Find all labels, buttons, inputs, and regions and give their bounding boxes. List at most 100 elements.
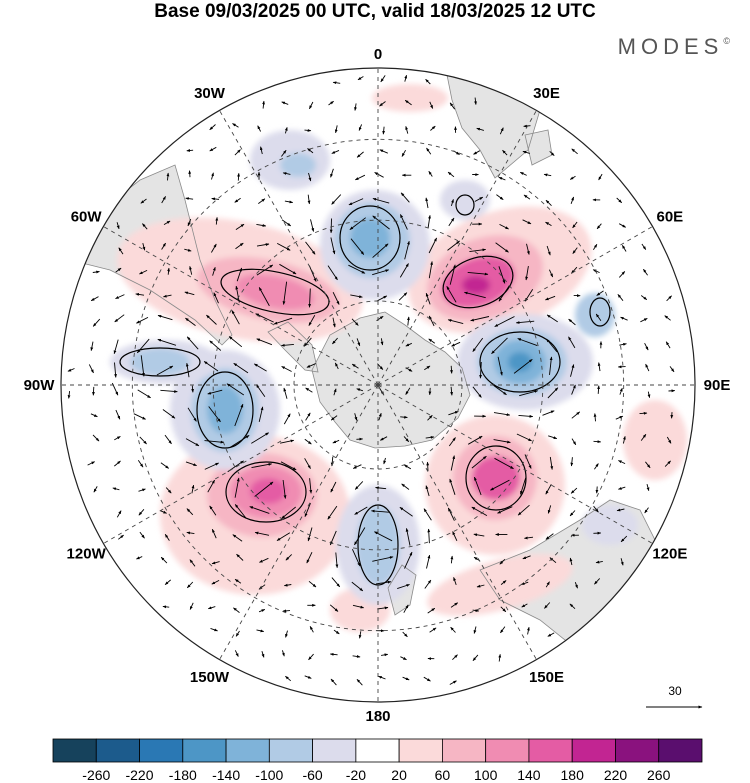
wind-vector <box>207 389 223 395</box>
map-rim <box>60 67 696 703</box>
wind-vector <box>87 461 96 466</box>
wind-vector <box>517 504 530 516</box>
wind-vector <box>136 316 149 324</box>
wind-vector <box>281 150 287 157</box>
wind-vector <box>331 577 341 588</box>
wind-vector <box>644 342 649 351</box>
wind-vector <box>281 650 285 657</box>
wind-vector <box>306 552 313 564</box>
wind-vector <box>115 294 125 300</box>
wind-vector <box>664 460 671 467</box>
wind-vector <box>161 196 166 204</box>
anomaly-field <box>110 84 687 632</box>
wind-vector <box>403 464 412 470</box>
wind-vector <box>428 171 433 177</box>
wind-vector <box>423 676 431 682</box>
longitude-label: 180 <box>365 708 390 725</box>
wind-vector <box>572 247 578 254</box>
anomaly-pos-east-pacific <box>623 400 687 480</box>
meridian-line <box>377 226 653 386</box>
wind-vector <box>476 127 485 131</box>
longitude-label: 30W <box>194 85 226 102</box>
colorbar-tick-label: -260 <box>82 767 110 783</box>
wind-vector <box>544 602 551 609</box>
wind-vector <box>159 510 167 514</box>
wind-vector <box>640 317 648 323</box>
colorbar-swatch <box>441 738 487 763</box>
wind-vector <box>379 436 388 441</box>
wind-vector <box>450 455 456 471</box>
wind-vector <box>371 509 391 513</box>
wind-vector <box>356 338 361 347</box>
wind-vector <box>474 97 477 105</box>
wind-vector <box>279 263 297 275</box>
wind-vector <box>547 632 555 637</box>
wind-vector <box>594 463 599 470</box>
wind-vector <box>427 607 436 614</box>
wind-vector <box>354 506 368 515</box>
wind-vector <box>348 264 366 274</box>
wind-vector <box>545 484 552 495</box>
wind-vector <box>517 338 538 347</box>
wind-vector <box>451 341 461 347</box>
wind-vector <box>327 505 338 520</box>
colorbar-tick-label: 60 <box>435 767 451 783</box>
wind-vector <box>379 101 386 107</box>
wind-vector <box>92 318 101 327</box>
wind-vector <box>664 315 671 321</box>
wind-vector <box>430 125 436 131</box>
wind-vector <box>496 194 504 200</box>
wind-vector <box>332 317 336 328</box>
wind-vector <box>469 248 487 253</box>
colorbar-swatch <box>95 738 140 763</box>
wind-vector <box>398 292 408 301</box>
wind-vector <box>233 607 240 613</box>
wind-vector <box>276 243 291 251</box>
wind-vector <box>467 271 489 276</box>
wind-vector <box>472 386 482 398</box>
wind-vector <box>213 292 219 304</box>
wind-vector <box>498 266 506 284</box>
wind-vector <box>157 314 173 321</box>
longitude-label: 60E <box>656 209 683 226</box>
colorbar-tick-label: 180 <box>561 767 585 783</box>
wind-vector <box>191 385 195 393</box>
longitude-label: 120E <box>652 546 687 563</box>
colorbar-tick-label: -220 <box>125 767 153 783</box>
vector-scale: 30 <box>646 684 703 709</box>
wind-vector <box>473 476 482 496</box>
contour-lines <box>119 194 611 586</box>
wind-vector <box>644 507 649 514</box>
wind-vector <box>304 458 311 469</box>
wind-vector <box>429 101 434 109</box>
wind-vector <box>453 577 457 586</box>
colorbar-swatch <box>355 738 400 763</box>
wind-vector <box>428 237 438 254</box>
wind-vector <box>334 362 339 370</box>
wind-vector <box>157 338 177 346</box>
wind-vector <box>619 387 623 395</box>
wind-vector <box>494 316 515 328</box>
wind-vector <box>404 74 408 82</box>
wind-vector <box>546 338 558 353</box>
wind-vector <box>236 553 244 561</box>
wind-vector <box>90 413 98 418</box>
wind-vector <box>184 248 192 252</box>
graticule <box>61 68 695 702</box>
wind-vector <box>188 170 192 178</box>
wind-vector <box>163 220 171 225</box>
colorbar-tick-label: -60 <box>302 767 322 783</box>
wind-vector <box>570 487 578 494</box>
wind-vector <box>116 510 122 518</box>
wind-vector <box>372 556 394 562</box>
wind-vector <box>164 434 172 445</box>
wind-vector <box>330 237 336 255</box>
wind-vector <box>189 602 194 610</box>
wind-vector <box>400 415 408 419</box>
wind-vector <box>304 502 311 518</box>
wind-vector <box>474 196 484 202</box>
wind-vector <box>493 412 511 417</box>
wind-vector <box>354 481 364 490</box>
meridian-line <box>103 384 379 544</box>
wind-vector <box>329 652 338 656</box>
